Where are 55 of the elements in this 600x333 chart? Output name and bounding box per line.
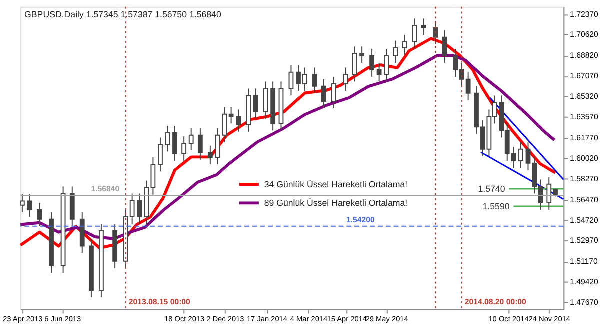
y-tick-label: 1.70620	[570, 30, 600, 40]
candlestick	[198, 128, 203, 160]
annotation: 1.5740	[478, 184, 506, 194]
annotation: 1.5590	[482, 201, 510, 212]
candlestick	[376, 62, 382, 82]
ref-line-label: 2014.08.20 00:00	[464, 297, 528, 306]
chart-title: GBPUSD.Daily 1.57345 1.57387 1.56750 1.56840	[24, 10, 222, 20]
candlestick	[37, 202, 42, 227]
candlestick	[370, 48, 375, 78]
y-tick-label: 1.68820	[570, 51, 600, 60]
candlestick	[442, 30, 448, 64]
candlestick	[253, 88, 258, 120]
y-tick-label: 1.67070	[570, 72, 600, 81]
y-tick-label: 1.72370	[570, 10, 600, 19]
y-tick-label: 1.52970	[570, 236, 600, 246]
candlestick	[188, 128, 194, 152]
candlestick	[182, 136, 187, 162]
candlestick	[421, 18, 426, 36]
candlestick	[215, 128, 220, 166]
y-tick-label: 1.54720	[570, 216, 600, 225]
candlestick	[165, 126, 170, 152]
candlestick	[312, 67, 318, 94]
candlestick	[236, 109, 242, 132]
y-tick-label: 1.58270	[570, 174, 600, 184]
candlestick	[158, 137, 163, 172]
candlestick	[402, 34, 408, 56]
candlestick	[288, 64, 294, 96]
y-tick-label: 1.49420	[570, 278, 600, 287]
candlestick	[360, 46, 365, 64]
candlestick	[331, 76, 336, 110]
legend-label: 89 Günlük Üssel Hareketli Ortalama!	[264, 198, 408, 208]
candlestick	[352, 46, 358, 82]
y-tick-label: 1.51170	[570, 257, 598, 266]
candlestick	[518, 142, 524, 169]
candlestick	[412, 18, 418, 50]
y-tick-label: 1.63570	[570, 112, 600, 122]
candlestick	[263, 81, 268, 120]
ref-line-label: 2013.08.15 00:00	[128, 297, 192, 306]
y-tick-label: 1.61770	[570, 133, 600, 142]
ref-line-label: 1.56840	[91, 184, 120, 194]
candlestick	[137, 193, 142, 225]
legend-label: 34 Günlük Üssel Hareketli Ortalama!	[264, 179, 408, 190]
candlestick	[321, 78, 326, 110]
candlestick	[27, 194, 32, 218]
candlestick	[20, 194, 25, 213]
candlestick	[393, 40, 398, 64]
candlestick	[384, 48, 390, 82]
y-tick-label: 1.56470	[570, 195, 600, 204]
ref-line-label: 1.54200	[346, 215, 376, 224]
y-tick-label: 1.60020	[570, 154, 600, 163]
candlestick	[172, 126, 178, 162]
candlestick	[208, 145, 213, 166]
y-tick-label: 1.47670	[570, 298, 600, 308]
candlestick	[343, 67, 348, 92]
y-tick-label: 1.65320	[570, 92, 600, 102]
